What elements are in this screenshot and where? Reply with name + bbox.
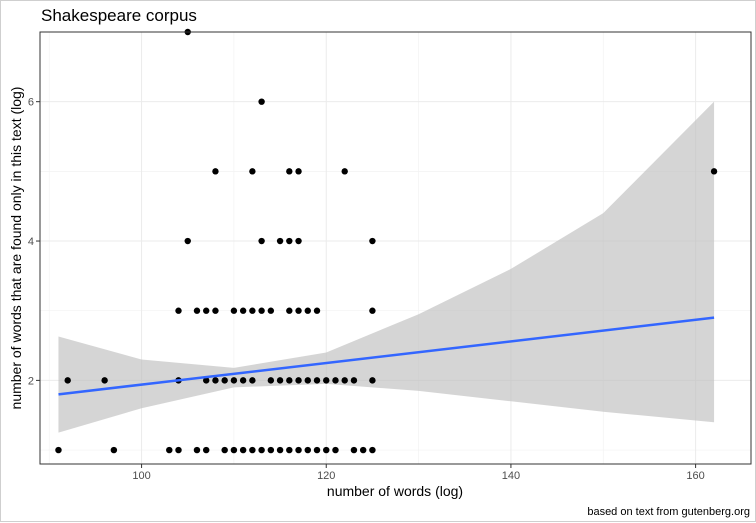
y-tick-label: 6	[28, 97, 34, 109]
data-point	[350, 377, 358, 384]
data-point	[304, 446, 311, 454]
x-axis-ticks: 100 120 140 160	[132, 464, 705, 482]
data-point	[304, 377, 311, 384]
data-point	[239, 307, 247, 314]
data-point	[286, 168, 293, 175]
data-point	[64, 377, 71, 384]
data-point	[313, 446, 321, 454]
data-point	[249, 446, 256, 454]
data-point	[193, 307, 201, 314]
data-point	[239, 377, 247, 384]
y-axis-label: number of words that are found only in t…	[8, 87, 24, 410]
data-point	[175, 446, 182, 454]
data-point	[203, 446, 210, 454]
fit-line-layer	[58, 316, 715, 396]
data-point	[369, 377, 376, 384]
data-point	[175, 307, 182, 314]
confidence-band	[58, 101, 715, 433]
data-point	[203, 307, 210, 314]
data-point	[295, 168, 302, 175]
data-point	[258, 446, 265, 454]
data-point	[350, 446, 358, 454]
y-axis-ticks: 2 4 6	[28, 97, 40, 387]
data-point	[221, 377, 228, 384]
data-point	[267, 307, 275, 314]
data-point	[55, 446, 62, 454]
data-point	[267, 446, 275, 454]
chart-caption: based on text from gutenberg.org	[587, 506, 750, 518]
x-tick-label: 100	[132, 470, 150, 482]
data-point	[239, 446, 247, 454]
data-point	[295, 237, 302, 245]
data-points-layer	[55, 28, 718, 454]
data-point	[276, 237, 284, 245]
data-point	[221, 446, 228, 454]
x-tick-label: 120	[317, 470, 335, 482]
data-point	[304, 307, 311, 314]
data-point	[332, 446, 339, 454]
data-point	[323, 377, 330, 384]
data-point	[295, 307, 302, 314]
data-point	[286, 377, 293, 384]
data-point	[276, 446, 284, 454]
data-point	[166, 446, 173, 454]
data-point	[710, 168, 718, 175]
data-point	[295, 377, 302, 384]
plot-panel-border	[39, 31, 752, 465]
data-point	[203, 377, 210, 384]
data-point	[230, 446, 238, 454]
data-point	[212, 168, 219, 175]
data-point	[193, 446, 201, 454]
data-point	[295, 446, 302, 454]
data-point	[249, 168, 256, 175]
data-point	[258, 237, 265, 245]
data-point	[258, 98, 265, 105]
data-point	[230, 307, 238, 314]
data-point	[313, 377, 321, 384]
data-point	[110, 446, 118, 454]
data-point	[313, 307, 321, 314]
chart-title: Shakespeare corpus	[41, 6, 197, 25]
x-tick-label: 140	[502, 470, 520, 482]
x-tick-label: 160	[686, 470, 704, 482]
data-point	[267, 377, 275, 384]
y-tick-label: 2	[28, 375, 34, 387]
confidence-band-layer	[58, 101, 715, 433]
data-point	[249, 307, 256, 314]
data-point	[101, 377, 108, 384]
data-point	[258, 307, 265, 314]
data-point	[369, 237, 376, 245]
data-point	[184, 237, 191, 245]
data-point	[332, 377, 339, 384]
data-point	[212, 307, 219, 314]
data-point	[212, 377, 219, 384]
data-point	[369, 446, 376, 454]
data-point	[249, 377, 256, 384]
data-point	[276, 377, 284, 384]
fit-line	[58, 316, 715, 396]
data-point	[286, 446, 293, 454]
data-point	[359, 446, 367, 454]
data-point	[323, 446, 330, 454]
data-point	[369, 307, 376, 314]
data-point	[341, 168, 348, 175]
data-point	[341, 377, 348, 384]
data-point	[286, 307, 293, 314]
data-point	[286, 237, 293, 245]
x-axis-label: number of words (log)	[327, 483, 463, 499]
y-tick-label: 4	[28, 236, 34, 248]
data-point	[230, 377, 238, 384]
